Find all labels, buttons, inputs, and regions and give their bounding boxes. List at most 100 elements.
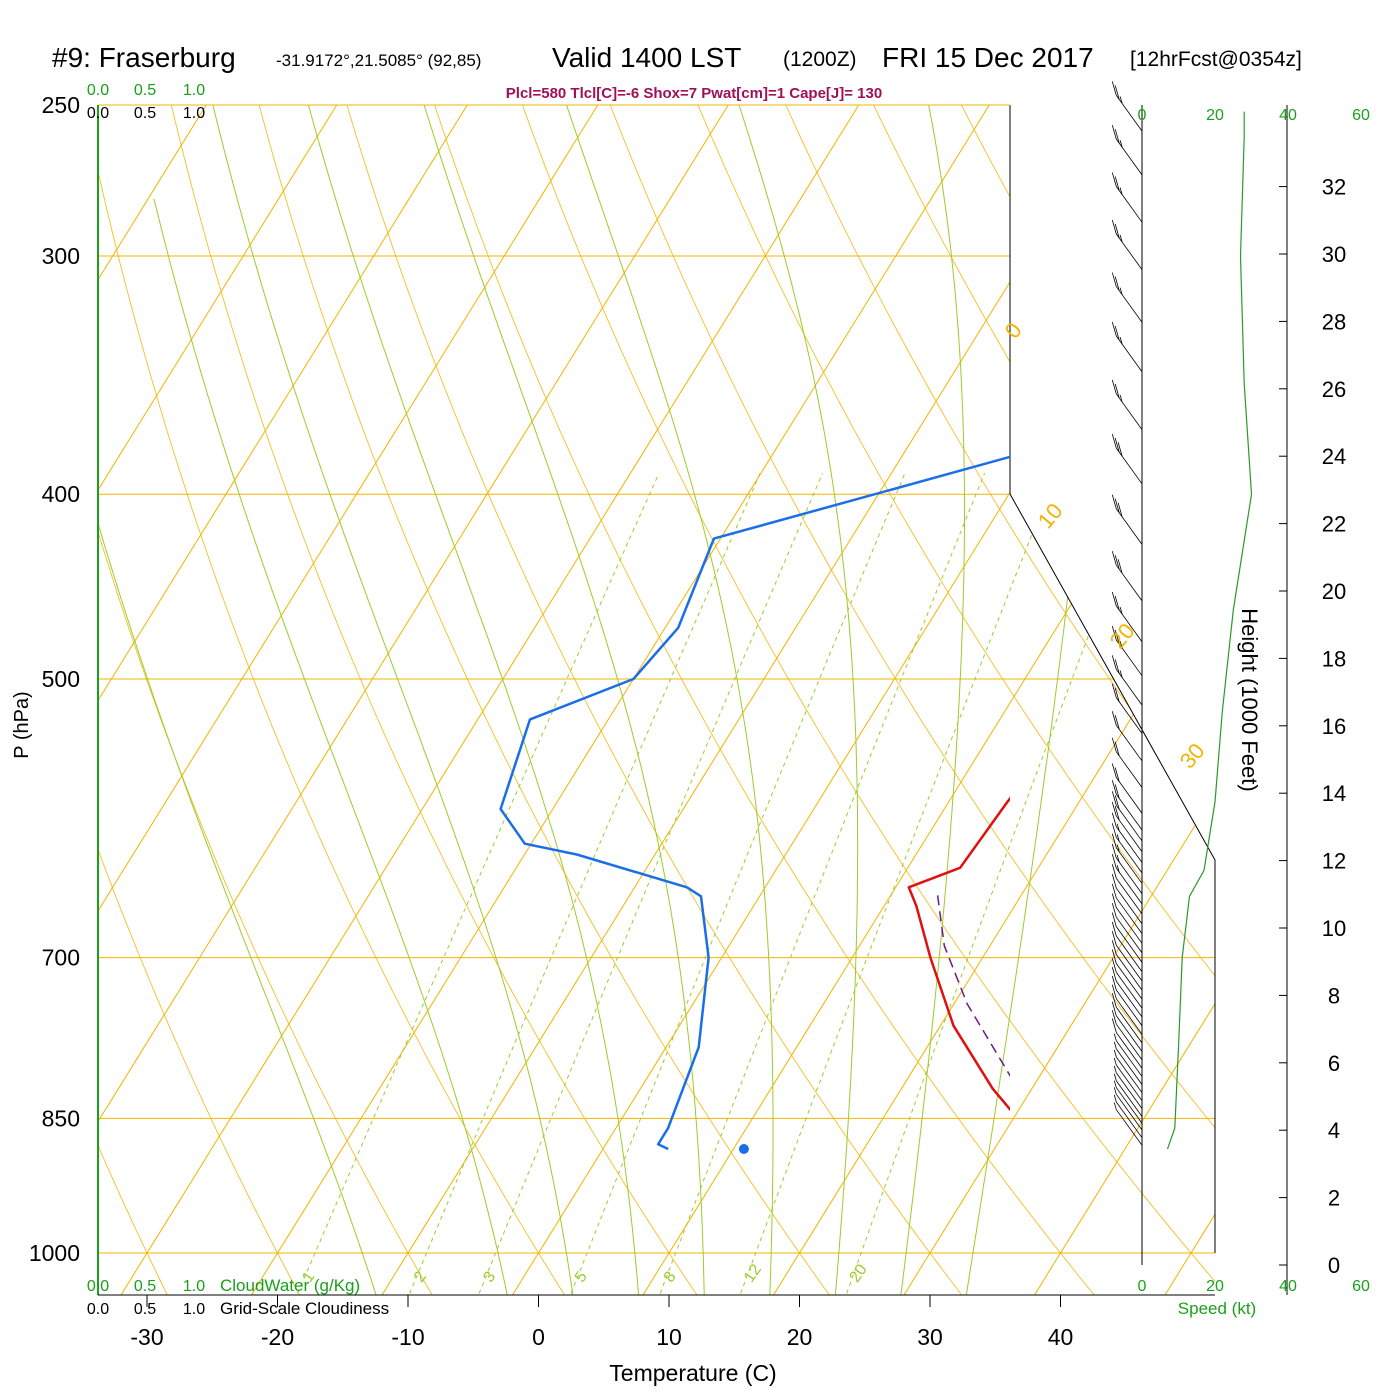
- cloudiness-tick-label: 0.5: [134, 1301, 156, 1318]
- moist-adiabat-line: [98, 359, 379, 1295]
- isotherm-line: [377, 105, 1142, 1295]
- mixing-ratio-line: [659, 473, 986, 1294]
- pressure-tick-label: 1000: [29, 1240, 80, 1266]
- wind-barb: [1111, 125, 1143, 176]
- wind-barb: [1111, 433, 1143, 485]
- wind-barb: [1111, 1010, 1143, 1061]
- isotherm-label: 0: [1000, 318, 1027, 343]
- height-tick-label: 10: [1322, 916, 1346, 941]
- speed-axis-label: Speed (kt): [1178, 1299, 1256, 1318]
- speed-tick-label: 40: [1279, 1278, 1297, 1295]
- speed-tick-label: 0: [1138, 107, 1147, 124]
- wind-barb: [1111, 874, 1143, 925]
- isotherm-line: [247, 105, 1011, 1295]
- wind-barb: [1111, 958, 1143, 1009]
- height-tick-label: 18: [1322, 646, 1346, 671]
- wind-barb: [1113, 1094, 1143, 1138]
- isotherm-line: [899, 105, 1215, 1295]
- cloudiness-tick-label: 0.0: [87, 105, 109, 122]
- height-tick-label: 30: [1322, 242, 1346, 267]
- cloudwater-tick-label: 0.5: [134, 82, 156, 99]
- dry-adiabat-line: [336, 105, 967, 1295]
- dry-adiabat-line: [162, 105, 702, 1295]
- isotherm-line: [98, 105, 489, 1295]
- wind-barb: [1111, 591, 1143, 642]
- wind-barb: [1113, 1102, 1143, 1146]
- speed-tick-label: 60: [1352, 107, 1370, 124]
- wind-panel: [1111, 81, 1253, 1265]
- dry-adiabat-line: [98, 105, 171, 1295]
- plot-frame: [97, 104, 1216, 1296]
- x-tick-label: 0: [532, 1324, 545, 1350]
- wind-barb: [1113, 1065, 1143, 1109]
- height-tick-label: 26: [1322, 377, 1346, 402]
- wind-barb: [1111, 737, 1143, 788]
- x-tick-label: 20: [787, 1324, 813, 1350]
- cloudwater-tick-label: 1.0: [183, 82, 205, 99]
- wind-barb: [1113, 1080, 1143, 1124]
- wind-barb: [1111, 931, 1143, 982]
- wind-barb: [1111, 823, 1143, 874]
- pressure-tick-label: 500: [42, 666, 80, 692]
- speed-tick-label: 60: [1352, 1278, 1370, 1295]
- mixing-ratio-line: [846, 473, 1151, 1294]
- wind-barb: [1111, 655, 1143, 706]
- moist-adiabat-line: [212, 105, 575, 1295]
- wind-barb: [1111, 883, 1143, 934]
- wind-barb: [1111, 321, 1143, 372]
- wind-barb: [1113, 1049, 1143, 1093]
- cloudiness-tick-label: 0.5: [134, 105, 156, 122]
- moist-adiabat-line: [899, 105, 965, 1295]
- x-tick-label: 30: [917, 1324, 943, 1350]
- pressure-tick-label: 400: [42, 481, 80, 507]
- mixing-ratio-line: [570, 473, 906, 1294]
- cloudwater-tick-label: 0.0: [87, 1278, 109, 1295]
- valid-time: Valid 1400 LST: [552, 42, 741, 73]
- sounding-indices: Plcl=580 Tlcl[C]=-6 Shox=7 Pwat[cm]=1 Ca…: [506, 85, 882, 102]
- dry-adiabat-line: [1204, 105, 1215, 1295]
- wind-barb: [1111, 494, 1143, 545]
- pressure-tick-label: 250: [42, 92, 80, 118]
- height-tick-label: 8: [1328, 983, 1340, 1008]
- wind-speed-profile: [1166, 111, 1253, 1150]
- wind-barb: [1111, 272, 1143, 323]
- station-title: #9: Fraserburg: [52, 42, 236, 73]
- wind-barb: [1111, 864, 1143, 915]
- height-tick-label: 6: [1328, 1051, 1340, 1076]
- parcel-path: [936, 893, 1010, 1078]
- dry-adiabat-line: [423, 105, 1100, 1295]
- frame-right-edge: [1009, 105, 1216, 1253]
- x-tick-label: -20: [261, 1324, 294, 1350]
- isotherm-label: 20: [1105, 618, 1140, 653]
- moist-adiabat-line: [964, 105, 1103, 1295]
- height-tick-label: 12: [1322, 849, 1346, 874]
- height-tick-label: 32: [1322, 175, 1346, 200]
- wind-barb: [1111, 854, 1143, 905]
- wind-barb: [1111, 949, 1143, 1000]
- wind-barb: [1113, 1057, 1143, 1101]
- wind-barb: [1111, 975, 1143, 1026]
- surface-dewpoint-dot: [738, 1144, 749, 1155]
- x-tick-label: 40: [1048, 1324, 1074, 1350]
- cloudwater-label: CloudWater (g/Kg): [220, 1276, 360, 1295]
- dry-adiabat-line: [98, 105, 304, 1295]
- moist-adiabat-line: [418, 105, 705, 1295]
- dry-adiabat-line: [98, 105, 437, 1295]
- thermo-grid: [98, 105, 1215, 1295]
- wind-barb: [1111, 967, 1143, 1018]
- wind-barb: [1111, 993, 1143, 1044]
- wind-barb: [1113, 1087, 1143, 1131]
- cloudwater-tick-label: 0.0: [87, 82, 109, 99]
- speed-tick-label: 0: [1138, 1278, 1147, 1295]
- isotherm-label: 30: [1175, 738, 1210, 773]
- isotherm-line: [98, 105, 359, 1295]
- mixing-ratio-line: [409, 472, 761, 1294]
- cloudwater-tick-label: 0.5: [134, 1278, 156, 1295]
- wind-barb: [1111, 1018, 1143, 1069]
- pressure-tick-label: 700: [42, 945, 80, 971]
- wind-barb: [1113, 1033, 1143, 1077]
- isotherm-line: [98, 105, 620, 1295]
- wind-barb: [1111, 763, 1143, 814]
- wind-barb: [1111, 172, 1143, 223]
